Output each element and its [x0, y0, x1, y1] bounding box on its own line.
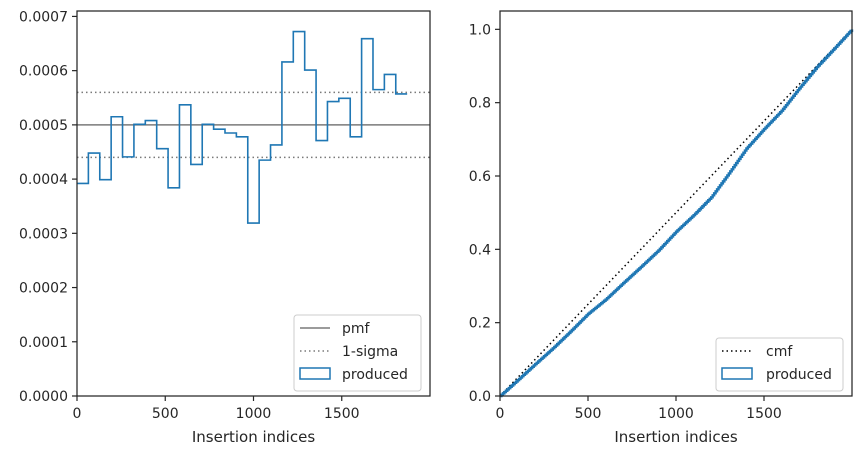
y-tick-label: 0.0002 [19, 281, 68, 297]
histogram-panel: 0 500 1000 1500 0.00000.00010.00020.00030.0… [19, 9, 431, 446]
x-tick-label: 500 [575, 406, 602, 422]
legend-box [715, 337, 844, 392]
legend-pmf-label: pmf [342, 321, 371, 337]
cmf-line-group [499, 28, 853, 397]
y-tick-label: 0.0005 [19, 118, 68, 134]
legend: cmf produced [715, 337, 844, 392]
plot-area [500, 11, 852, 396]
x-tick-label: 1000 [658, 406, 694, 422]
y-tick-label: 0.0004 [19, 172, 68, 188]
y-tick-label: 0.0007 [19, 9, 68, 25]
produced-histogram-step [77, 30, 408, 224]
produced-curve-group [499, 29, 854, 398]
y-axis-ticks: 0.0 0.2 0.4 0.6 0.8 1.0 [469, 22, 500, 405]
x-axis-ticks: 0 500 1000 1500 [73, 396, 360, 422]
x-tick-label: 1000 [236, 406, 272, 422]
produced-steps [77, 30, 408, 224]
x-axis-ticks: 0 500 1000 1500 [496, 396, 782, 422]
y-tick-label: 0.4 [469, 242, 491, 258]
x-tick-label: 500 [152, 406, 179, 422]
x-axis-label: Insertion indices [192, 428, 315, 446]
y-tick-label: 1.0 [469, 22, 491, 38]
x-tick-label: 1500 [324, 406, 360, 422]
cmf-line [499, 28, 853, 397]
y-tick-label: 0.0006 [19, 64, 68, 80]
legend-box [293, 314, 422, 392]
legend-sigma-label: 1-sigma [342, 344, 398, 360]
y-tick-label: 0.0000 [19, 389, 68, 405]
y-axis-ticks: 0.0000 0.0001 0.0002 0.0003 0.0004 0.0005 0.00… [19, 9, 77, 405]
y-tick-label: 0.2 [469, 316, 491, 332]
legend-produced-label: produced [766, 367, 832, 383]
legend-cmf-label: cmf [766, 344, 793, 360]
y-tick-label: 0.0003 [19, 226, 68, 242]
cumulative-panel: 0 500 1000 1500 0.0 0.2 0.4 0.6 0.8 1.0 Insertio… [469, 10, 854, 446]
x-tick-label: 0 [73, 406, 82, 422]
x-tick-label: 1500 [746, 406, 782, 422]
y-tick-label: 0.0001 [19, 335, 68, 351]
y-tick-label: 0.8 [469, 96, 491, 112]
y-tick-label: 0.0 [469, 389, 491, 405]
legend: pmf 1-sigma produced [293, 314, 422, 392]
legend-produced-swatch [721, 367, 753, 380]
x-axis-label: Insertion indices [614, 428, 737, 446]
x-tick-label: 0 [496, 406, 505, 422]
legend-produced-swatch [299, 367, 331, 380]
y-tick-label: 0.6 [469, 169, 491, 185]
legend-produced-label: produced [342, 367, 408, 383]
